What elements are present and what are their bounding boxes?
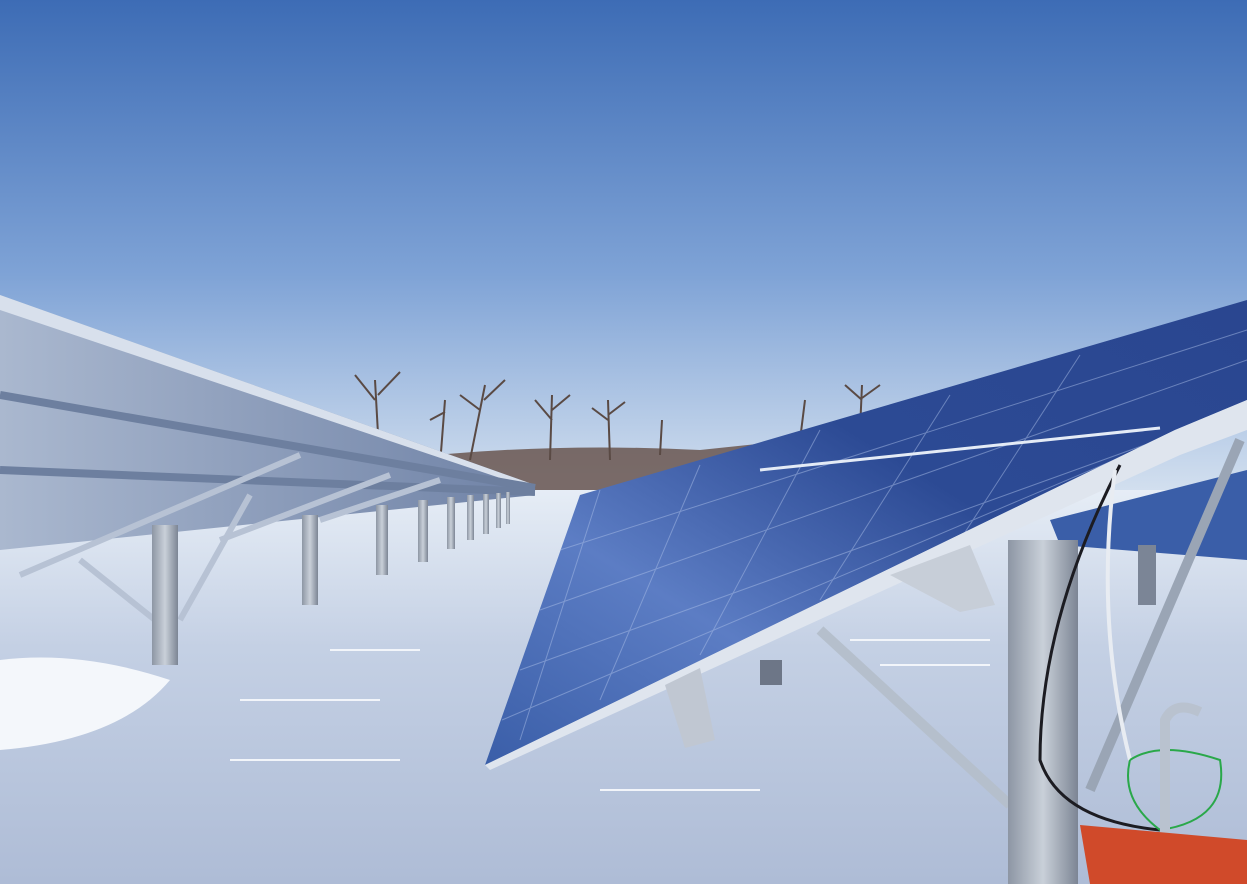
right-array <box>485 300 1247 884</box>
left-array <box>0 295 536 665</box>
snow-shadows <box>230 639 990 791</box>
snow-drift <box>0 657 170 750</box>
